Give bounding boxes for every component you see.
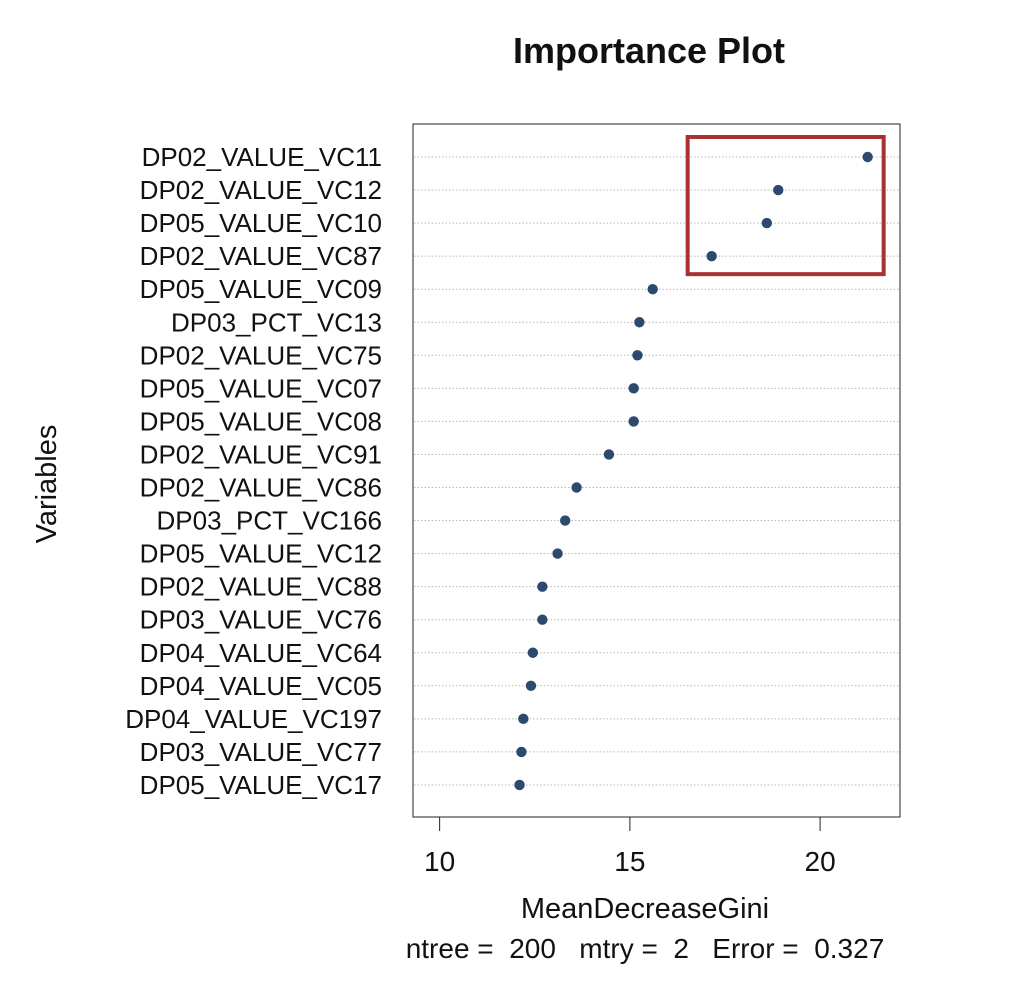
x-tick-label: 20 — [805, 846, 836, 877]
chart-title: Importance Plot — [513, 30, 785, 71]
grid-lines — [414, 156, 899, 786]
variable-label: DP02_VALUE_VC88 — [140, 572, 382, 602]
variable-label: DP03_PCT_VC13 — [171, 307, 382, 337]
data-point — [706, 250, 717, 262]
y-axis-label: Variables — [31, 425, 63, 544]
variable-label: DP02_VALUE_VC11 — [142, 142, 382, 172]
x-axis-ticks: 10 15 20 — [424, 817, 836, 877]
x-tick-label: 15 — [614, 846, 645, 877]
variable-label: DP05_VALUE_VC10 — [140, 208, 382, 238]
variable-label: DP02_VALUE_VC87 — [140, 241, 382, 271]
highlight-layer — [685, 135, 886, 277]
variable-label: DP03_VALUE_VC77 — [140, 737, 382, 767]
variable-label: DP05_VALUE_VC09 — [140, 274, 382, 304]
data-point — [647, 284, 658, 295]
data-point — [634, 317, 645, 328]
data-point — [518, 713, 529, 725]
variable-label: DP02_VALUE_VC91 — [140, 439, 382, 469]
data-point — [628, 383, 639, 394]
variable-label: DP02_VALUE_VC12 — [140, 175, 382, 205]
x-axis: 10 15 20 — [424, 816, 836, 877]
variable-labels: DP02_VALUE_VC11DP02_VALUE_VC12DP05_VALUE… — [125, 142, 382, 800]
data-point — [537, 581, 548, 592]
model-summary-subtitle: ntree = 200 mtry = 2 Error = 0.327 — [406, 933, 885, 964]
x-tick-label: 10 — [424, 846, 455, 877]
variable-label: DP03_PCT_VC166 — [157, 506, 382, 536]
variable-label: DP04_VALUE_VC197 — [125, 704, 382, 734]
variable-label: DP05_VALUE_VC07 — [140, 373, 382, 403]
data-point — [862, 151, 873, 163]
variable-label: DP04_VALUE_VC05 — [140, 671, 382, 701]
data-point — [537, 614, 548, 625]
data-point — [527, 647, 539, 658]
data-point — [632, 350, 643, 361]
data-point — [628, 416, 639, 427]
data-point — [516, 746, 527, 758]
variable-label: DP04_VALUE_VC64 — [140, 638, 382, 668]
variable-label: DP05_VALUE_VC12 — [140, 539, 382, 569]
data-point — [603, 449, 615, 460]
data-point — [525, 680, 537, 691]
variable-label: DP05_VALUE_VC17 — [140, 770, 382, 800]
variable-label: DP03_VALUE_VC76 — [140, 605, 382, 635]
variable-label: DP02_VALUE_VC75 — [140, 340, 382, 370]
variable-label: DP02_VALUE_VC86 — [140, 473, 382, 503]
data-point — [559, 515, 571, 526]
variable-label: DP05_VALUE_VC08 — [140, 406, 382, 436]
plot-frame — [412, 123, 901, 818]
data-points — [514, 151, 873, 791]
data-point — [761, 217, 773, 229]
highlight-box — [685, 135, 886, 277]
data-point — [571, 482, 582, 493]
data-point — [514, 779, 525, 791]
data-point — [773, 184, 784, 196]
data-point — [552, 548, 563, 559]
x-axis-label: MeanDecreaseGini — [521, 893, 769, 925]
